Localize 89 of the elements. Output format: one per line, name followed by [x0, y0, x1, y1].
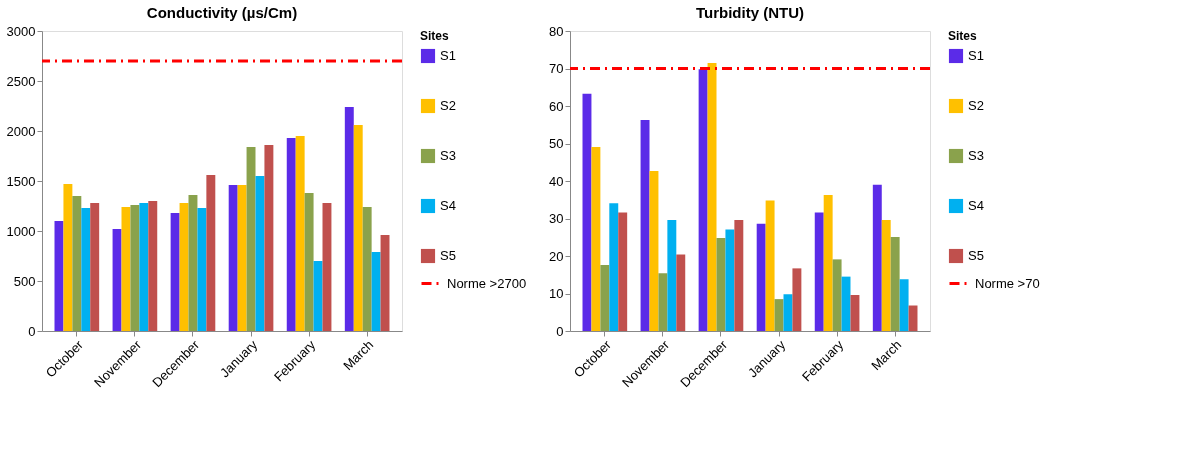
- bar: [322, 203, 332, 331]
- bar: [881, 220, 891, 331]
- y-tick-label: 80: [549, 23, 564, 39]
- bar: [756, 223, 766, 331]
- bar: [255, 176, 265, 331]
- y-tick-label: 0: [28, 323, 36, 339]
- y-tick-label: 50: [549, 136, 564, 151]
- bar: [872, 184, 882, 331]
- bar: [304, 193, 314, 331]
- bar: [206, 175, 216, 331]
- bar: [72, 196, 82, 331]
- bar: [264, 145, 274, 331]
- chart-title: Turbidity (NTU): [695, 4, 805, 21]
- bar: [380, 235, 390, 331]
- y-tick-label: 30: [549, 211, 564, 226]
- bar: [783, 294, 793, 331]
- bar: [228, 185, 238, 331]
- legend-label: S2: [440, 98, 456, 113]
- bar: [890, 236, 900, 331]
- bar: [148, 201, 158, 331]
- legend-label: S4: [968, 198, 984, 213]
- bar: [179, 203, 189, 331]
- bar: [698, 69, 708, 331]
- legend-label: Norme >70: [975, 275, 1040, 291]
- bar: [139, 203, 149, 331]
- y-tick-label: 10: [549, 286, 564, 301]
- legend-label: S4: [440, 198, 456, 213]
- bar: [112, 229, 122, 331]
- bar: [823, 194, 833, 331]
- legend-label: S2: [968, 98, 984, 113]
- bar: [792, 268, 802, 331]
- bar: [618, 212, 628, 331]
- y-tick-label: 40: [549, 173, 564, 189]
- bar: [649, 170, 659, 331]
- legend-label: S3: [440, 148, 456, 163]
- y-tick-label: 0: [556, 323, 564, 339]
- bar: [707, 62, 717, 331]
- bar: [640, 119, 650, 331]
- bar: [188, 195, 198, 331]
- bar: [658, 273, 668, 331]
- bar: [313, 261, 323, 331]
- bar: [63, 184, 73, 331]
- y-tick-label: 2000: [6, 123, 36, 139]
- bar: [667, 220, 677, 331]
- bar: [676, 254, 686, 331]
- bar: [121, 207, 131, 331]
- bar: [90, 203, 100, 331]
- bar: [54, 221, 64, 331]
- bar: [725, 229, 735, 331]
- bar: [237, 185, 247, 331]
- y-tick-label: 1000: [6, 223, 36, 239]
- y-tick-label: 500: [13, 273, 36, 289]
- legend-label: S3: [968, 148, 984, 163]
- bar: [371, 252, 381, 331]
- bar: [814, 212, 824, 331]
- bar: [81, 208, 91, 331]
- chart-title: Conductivity (µs/Cm): [146, 4, 298, 21]
- y-tick-label: 2500: [6, 73, 36, 89]
- y-tick-label: 70: [549, 61, 564, 76]
- bar: [353, 125, 363, 331]
- bar: [899, 279, 909, 331]
- bar: [246, 147, 256, 331]
- bar: [734, 220, 744, 331]
- bar: [716, 238, 726, 331]
- legend-label: S5: [968, 248, 984, 263]
- bar: [600, 265, 610, 331]
- bar: [832, 259, 842, 331]
- bar: [609, 203, 619, 331]
- legend-title: Sites: [948, 29, 978, 43]
- y-tick-label: 60: [549, 98, 564, 114]
- bar: [197, 208, 207, 331]
- y-tick-label: 1500: [6, 173, 36, 189]
- bar: [774, 299, 784, 331]
- legend-label: S5: [440, 248, 456, 263]
- bar: [362, 207, 372, 331]
- legend-label: Norme >2700: [447, 275, 527, 291]
- y-tick-label: 20: [549, 248, 564, 264]
- bar: [130, 205, 140, 331]
- bar: [765, 200, 775, 331]
- bar: [286, 138, 296, 331]
- bar: [295, 136, 305, 331]
- legend-label: S1: [968, 48, 984, 63]
- bar: [850, 295, 860, 331]
- legend-title: Sites: [420, 29, 450, 43]
- y-tick-label: 3000: [6, 23, 36, 39]
- bar: [591, 146, 601, 331]
- bar: [170, 213, 180, 331]
- bar: [344, 107, 354, 331]
- legend-label: S1: [440, 48, 456, 63]
